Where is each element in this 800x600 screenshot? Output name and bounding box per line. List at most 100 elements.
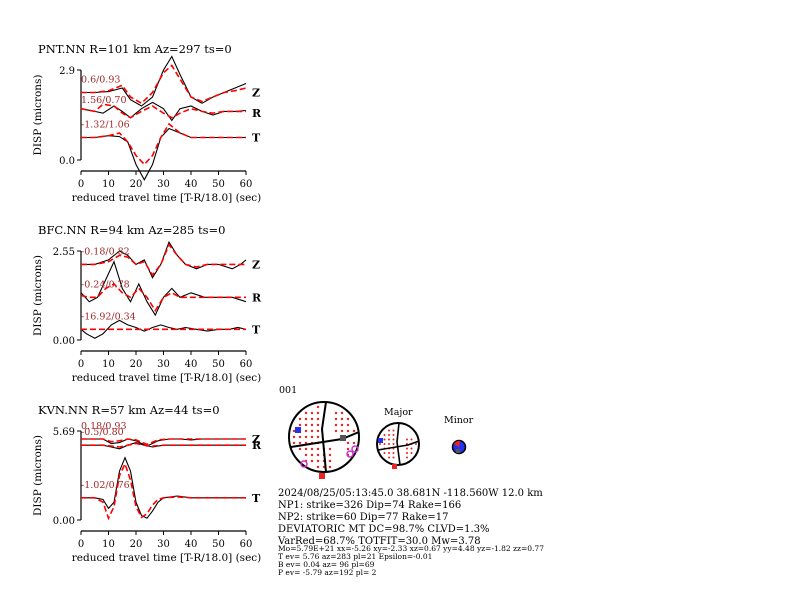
synthetic-trace-z	[81, 64, 247, 105]
synthetic-trace-t	[81, 461, 246, 521]
polarity-dot	[292, 429, 296, 433]
nodal-plane-1	[320, 401, 327, 473]
polarity-dot	[410, 438, 413, 441]
polarity-dot	[392, 434, 395, 436]
component-label: Z	[252, 433, 260, 446]
x-tick-label: 50	[212, 359, 225, 370]
fit-score-label: -0.18/0.82	[81, 246, 130, 257]
polarity-dot	[388, 438, 390, 441]
polarity-dot	[392, 456, 395, 459]
polarity-dot	[346, 447, 350, 451]
polarity-dot	[388, 452, 390, 454]
panel-title: BFC.NN R=94 km Az=285 ts=0	[38, 223, 225, 237]
x-axis-label: reduced travel time [T-R/18.0] (sec)	[72, 192, 262, 204]
polarity-dot	[310, 459, 314, 463]
station-panel: BFC.NN R=94 km Az=285 ts=0 2.55 0.00 DISP (…	[32, 223, 262, 384]
x-axis-label: reduced travel time [T-R/18.0] (sec)	[72, 552, 262, 564]
polarity-dot	[334, 411, 338, 415]
polarity-dot	[310, 423, 314, 427]
polarity-dot	[316, 465, 320, 469]
polarity-dot	[316, 411, 320, 415]
polarity-dot	[352, 441, 356, 445]
polarity-dot	[410, 452, 413, 454]
polarity-dot	[310, 417, 314, 421]
major-nodal-plane-1	[396, 422, 401, 466]
polarity-dot	[334, 423, 338, 427]
y-tick-label: 5.69	[53, 427, 75, 438]
polarity-dot	[328, 453, 332, 457]
x-tick-label: 0	[78, 359, 84, 370]
polarity-dot	[316, 423, 320, 427]
x-tick-label: 50	[212, 539, 225, 550]
x-tick-label: 40	[185, 539, 198, 550]
x-tick-label: 10	[102, 179, 115, 190]
component-label: T	[252, 323, 261, 336]
solution-line5: VarRed=68.7% TOTFIT=30.0 Mw=3.78	[277, 536, 481, 547]
polarity-dot	[298, 435, 302, 439]
polarity-dot	[310, 429, 314, 433]
x-tick-label: 10	[102, 539, 115, 550]
y-axis-label: DISP (microns)	[32, 435, 44, 516]
solution-line1: 2024/08/25/05:13:45.0 38.681N -118.560W …	[278, 488, 543, 499]
polarity-dot	[304, 453, 308, 457]
solution-small2: T ev= 5.76 az=283 pl=21 Epsilon=-0.01	[278, 552, 432, 561]
polarity-dot	[298, 447, 302, 451]
polarity-dot	[310, 435, 314, 439]
observed-trace-r	[80, 101, 247, 122]
polarity-dot	[392, 429, 395, 432]
fit-score-label: -0.24/0.78	[81, 279, 130, 290]
polarity-dot	[388, 443, 390, 445]
polarity-dot	[352, 429, 356, 433]
solution-line4: DEVIATORIC MT DC=98.7% CLVD=1.3%	[278, 524, 490, 535]
polarity-dot	[316, 429, 320, 433]
x-tick-label: 0	[78, 539, 84, 550]
component-label: Z	[252, 258, 260, 271]
panel-title: PNT.NN R=101 km Az=297 ts=0	[38, 42, 232, 56]
x-tick-label: 10	[102, 359, 115, 370]
observed-trace-t	[81, 456, 246, 519]
polarity-dot	[328, 447, 332, 451]
beachball-group: 001 Major Minor	[279, 385, 474, 479]
panel-title: KVN.NN R=57 km Az=44 ts=0	[38, 403, 220, 417]
fit-score-label: 0.18/0.93	[81, 421, 127, 432]
polarity-dot	[292, 441, 296, 445]
solution-small3: B ev= 0.04 az= 96 pl=69	[278, 560, 375, 569]
component-label: T	[252, 132, 261, 145]
fit-score-label: 0.6/0.93	[81, 75, 120, 86]
polarity-dot	[383, 438, 386, 441]
polarity-dot	[304, 411, 308, 415]
solution-block: 2024/08/25/05:13:45.0 38.681N -118.560W …	[277, 488, 544, 577]
polarity-dot	[346, 423, 350, 427]
solution-small1: Mo=5.79E+21 xx=-5.26 xy=-2.33 xz=0.67 yy…	[278, 544, 544, 553]
polarity-dot	[316, 459, 320, 463]
polarity-dot	[298, 441, 302, 445]
y-tick-label: 2.55	[53, 247, 75, 258]
polarity-dot	[304, 429, 308, 433]
fit-score-label: 1.56/0.70	[81, 95, 127, 106]
polarity-dot	[340, 429, 344, 433]
synthetic-trace-r	[81, 442, 246, 448]
polarity-dot	[328, 465, 332, 469]
synthetic-trace-r	[80, 103, 246, 119]
x-tick-label: 60	[240, 359, 253, 370]
polarity-dot	[310, 447, 314, 451]
major-label: Major	[384, 407, 413, 418]
component-label: T	[252, 492, 261, 505]
null-axis-marker	[340, 435, 346, 441]
polarity-dot	[410, 447, 413, 450]
polarity-dot	[406, 438, 408, 441]
polarity-dot	[334, 417, 338, 421]
polarity-dot	[383, 443, 386, 445]
solution-line3: NP2: strike=60 Dip=77 Rake=17	[278, 512, 448, 523]
polarity-dot	[340, 417, 344, 421]
station-marker	[300, 460, 308, 468]
x-tick-label: 40	[185, 179, 198, 190]
major-nodal-plane-2	[377, 440, 420, 451]
component-label: R	[252, 107, 262, 120]
polarity-dot	[316, 447, 320, 451]
major-t-axis-marker	[378, 438, 383, 443]
polarity-dot	[304, 447, 308, 451]
fit-score-label: -1.02/0.76	[81, 480, 130, 491]
component-label: Z	[252, 87, 260, 100]
polarity-dot	[316, 417, 320, 421]
